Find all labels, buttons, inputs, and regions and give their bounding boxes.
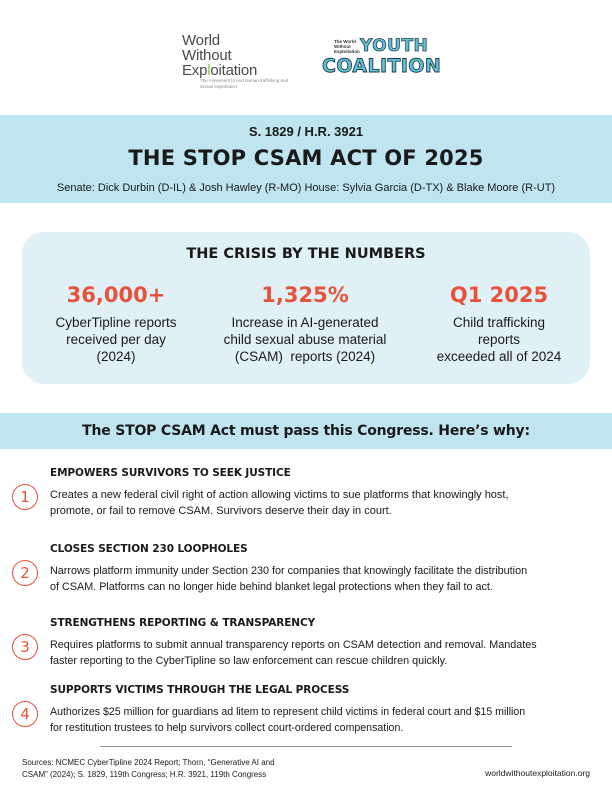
sponsors: Senate: Dick Durbin (D-IL) & Josh Hawley… [56, 182, 556, 194]
stat-description: CyberTipline reports received per day (2… [28, 314, 204, 365]
reason-body: Authorizes $25 million for guardians ad … [50, 704, 590, 736]
stat-description: Increase in AI-generated child sexual ab… [210, 314, 400, 365]
why-heading: The STOP CSAM Act must pass this Congres… [82, 423, 530, 439]
number-circle-icon: 3 [12, 634, 38, 660]
stat-description: Child trafficking reports exceeded all o… [410, 314, 588, 365]
stat-line: reports [477, 332, 521, 347]
youth-coalition-small-text: The World Without Exploitation [334, 39, 360, 54]
reason-body: Requires platforms to submit annual tran… [50, 637, 590, 669]
reason-body: Creates a new federal civil right of act… [50, 487, 590, 519]
stat-line: received per day [66, 332, 166, 347]
crisis-box: THE CRISIS BY THE NUMBERS 36,000+ CyberT… [22, 232, 590, 384]
stat-line: (2024) [96, 349, 136, 364]
number-circle-icon: 1 [12, 484, 38, 510]
logo-tagline: The movement to end human trafficking an… [200, 78, 288, 89]
reason-line: promote, or fail to remove CSAM. Survivo… [50, 505, 392, 517]
reason-line: Authorizes $25 million for guardians ad … [50, 706, 526, 718]
why-band: The STOP CSAM Act must pass this Congres… [0, 413, 612, 449]
reason-heading: SUPPORTS VICTIMS THROUGH THE LEGAL PROCE… [50, 684, 350, 696]
reason-heading: EMPOWERS SURVIVORS TO SEEK JUSTICE [50, 467, 291, 479]
world-without-exploitation-logo: World Without Exploitation The movement … [182, 33, 312, 93]
stat-line: CyberTipline reports [55, 315, 177, 330]
number-circle-icon: 4 [12, 701, 38, 727]
stat-line: Child trafficking [452, 315, 546, 330]
logo-line-3: Exploitation [182, 62, 258, 79]
reason-line: Requires platforms to submit annual tran… [50, 639, 537, 651]
reason-body: Narrows platform immunity under Section … [50, 563, 590, 595]
crisis-title: THE CRISIS BY THE NUMBERS [186, 246, 426, 262]
stat-value: Q1 2025 [449, 283, 549, 307]
reason-line: of CSAM. Platforms can no longer hide be… [50, 581, 493, 593]
youth-coalition-logo: The World Without Exploitation YOUTH COA… [322, 36, 442, 80]
logo-line-2: Without [182, 47, 232, 64]
number-circle-icon: 2 [12, 560, 38, 586]
stat-line: (CSAM) reports (2024) [234, 349, 376, 364]
header-band [0, 115, 612, 203]
stat-value: 1,325% [261, 283, 349, 307]
stat-value: 36,000+ [66, 283, 166, 307]
stat-cybertipline: 36,000+ CyberTipline reports received pe… [28, 282, 204, 365]
logo-line-1: World [182, 32, 220, 49]
bill-numbers: S. 1829 / H.R. 3921 [248, 124, 364, 139]
stat-ai-csam: 1,325% Increase in AI-generated child se… [210, 282, 400, 365]
reason-line: Creates a new federal civil right of act… [50, 489, 509, 501]
reason-heading: STRENGTHENS REPORTING & TRANSPARENCY [50, 617, 316, 629]
website-link[interactable]: worldwithoutexploitation.org [485, 768, 590, 778]
reason-line: Narrows platform immunity under Section … [50, 565, 528, 577]
reason-line: faster reporting to the CyberTipline so … [50, 655, 448, 667]
sources-line: CSAM” (2024); S. 1829, 119th Congress; H… [22, 770, 267, 779]
sources: Sources: NCMEC CyberTipline 2024 Report;… [22, 757, 312, 781]
reason-line: for restitution trustees to help survivo… [50, 722, 404, 734]
reason-heading: CLOSES SECTION 230 LOOPHOLES [50, 543, 248, 555]
footer-divider [100, 746, 512, 747]
stat-line: child sexual abuse material [223, 332, 387, 347]
sources-line: Sources: NCMEC CyberTipline 2024 Report;… [22, 758, 275, 767]
stat-line: exceeded all of 2024 [436, 349, 562, 364]
youth-coalition-word-coalition: COALITION [322, 55, 442, 78]
youth-coalition-word-youth: YOUTH [360, 36, 429, 57]
stat-trafficking: Q1 2025 Child trafficking reports exceed… [410, 282, 588, 365]
act-title: THE STOP CSAM ACT OF 2025 [128, 146, 484, 170]
stat-line: Increase in AI-generated [231, 315, 379, 330]
